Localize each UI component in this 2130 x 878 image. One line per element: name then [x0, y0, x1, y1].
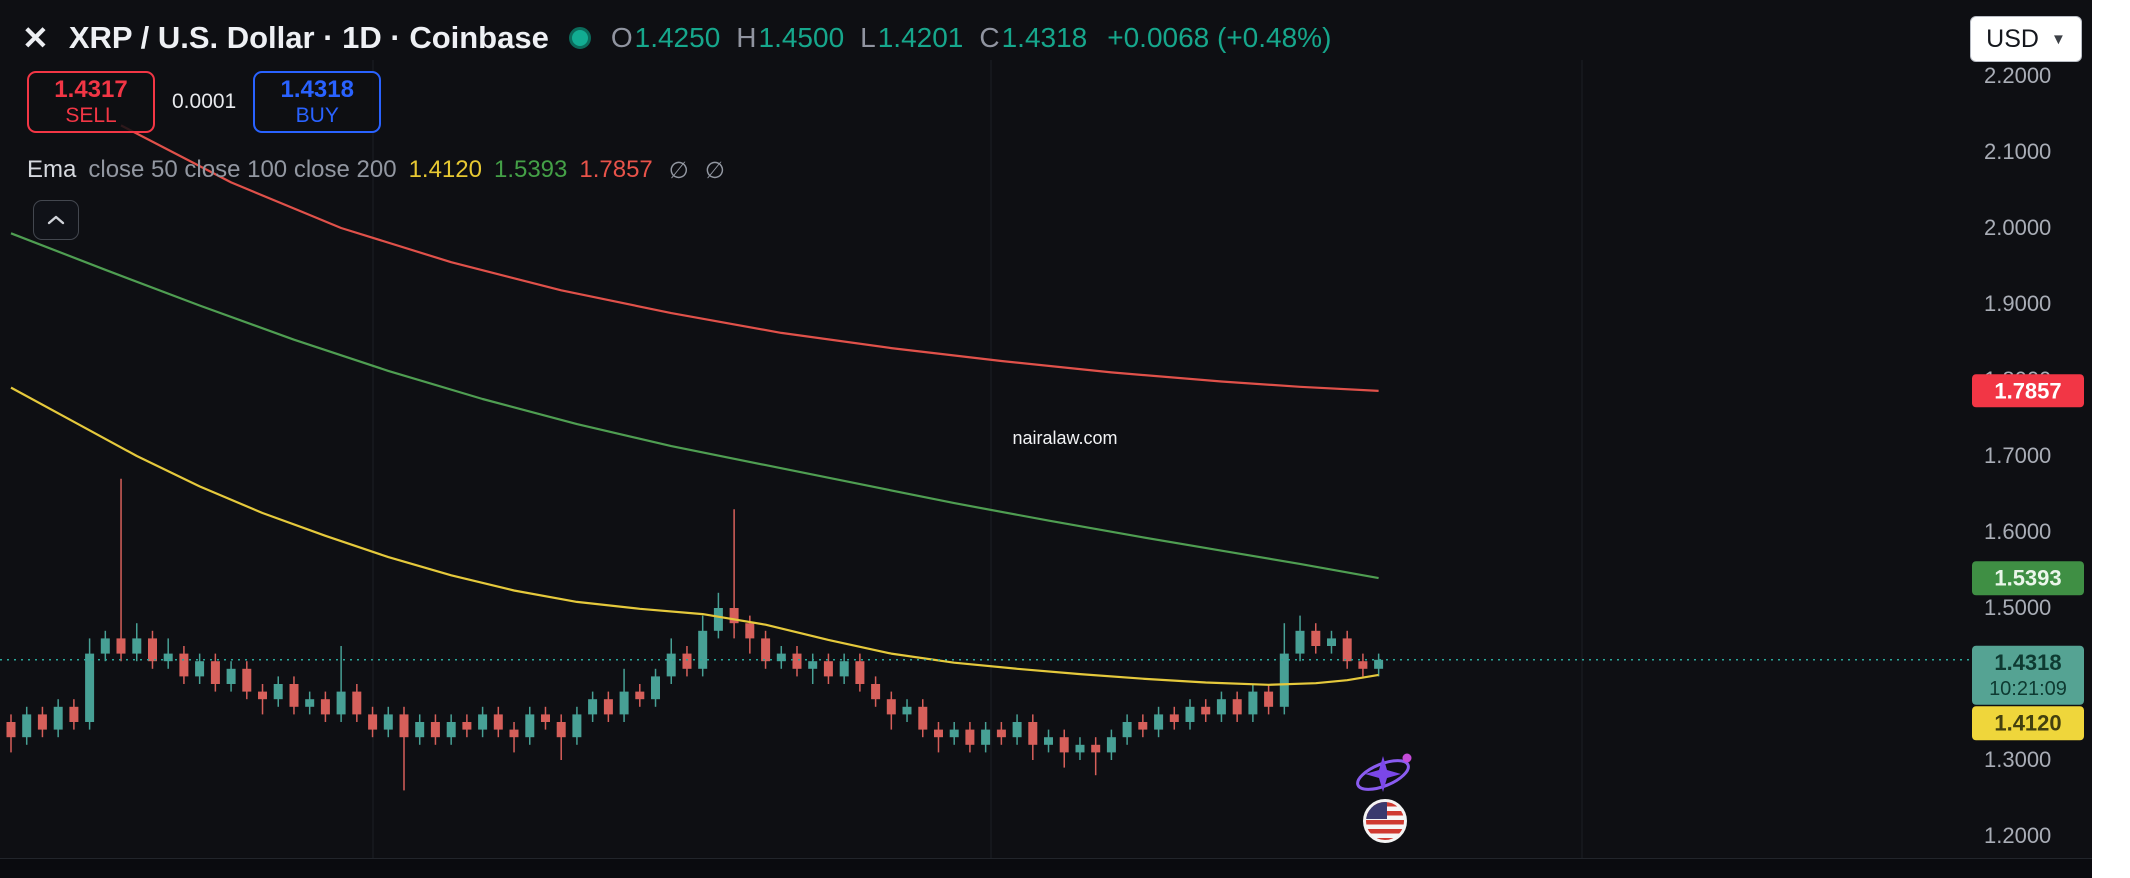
high-value: 1.4500 [758, 22, 845, 53]
current-price-label: 1.4318 10:21:09 [1972, 645, 2084, 705]
candlestick-chart[interactable] [0, 0, 2092, 858]
ema100-price-label: 1.5393 [1972, 561, 2084, 595]
ema100-value: 1.5393 [493, 156, 568, 183]
price-tick: 2.0000 [1984, 215, 2052, 240]
price-axis[interactable]: 2.20002.10002.00001.90001.80001.70001.60… [1970, 0, 2092, 858]
ema200-price-label: 1.7857 [1972, 374, 2084, 408]
indicator-params: close 50 close 100 close 200 [88, 156, 397, 183]
open-pair: O 1.4250 [611, 22, 720, 54]
price-tick: 2.1000 [1984, 139, 2052, 164]
open-value: 1.4250 [634, 22, 721, 53]
ema200-value: 1.7857 [579, 156, 653, 183]
empty-set-icon-2[interactable]: ∅ [704, 156, 725, 183]
close-icon[interactable]: ✕ [22, 20, 49, 56]
price-tick: 1.9000 [1984, 291, 2052, 316]
price-tick: 1.6000 [1984, 519, 2052, 544]
price-tick: 1.3000 [1984, 747, 2052, 772]
ai-sparkle-icon[interactable] [1352, 746, 1414, 802]
close-value: 1.4318 [1001, 22, 1088, 53]
close-pair: C 1.4318 [979, 22, 1087, 54]
ema50-value: 1.4120 [408, 156, 482, 183]
ema-indicator-legend: Ema close 50 close 100 close 200 1.4120 … [27, 156, 725, 184]
ema50-price-label: 1.4120 [1972, 706, 2084, 740]
order-panel: 1.4317 SELL 0.0001 1.4318 BUY [27, 71, 382, 133]
indicator-name: Ema [27, 156, 77, 183]
price-tick: 1.7000 [1984, 443, 2052, 468]
low-value: 1.4201 [877, 22, 964, 53]
us-flag-icon[interactable] [1363, 799, 1407, 843]
price-change: +0.0068 (+0.48%) [1107, 22, 1332, 53]
watermark-text: nairalaw.com [1012, 428, 1118, 448]
chart-header: ✕ XRP / U.S. Dollar · 1D · Coinbase O 1.… [0, 0, 1331, 76]
buy-button[interactable]: 1.4318 BUY [253, 71, 382, 133]
sell-button[interactable]: 1.4317 SELL [27, 71, 155, 133]
open-label: O [610, 22, 633, 53]
empty-set-icon-1[interactable]: ∅ [668, 156, 689, 183]
price-tick: 1.5000 [1984, 595, 2052, 620]
high-pair: H 1.4500 [736, 22, 844, 54]
ohlc-values: O 1.4250 H 1.4500 L 1.4201 C 1.4318 +0.0… [611, 22, 1332, 54]
currency-select-value: USD [1986, 24, 2039, 53]
scrollbar-strip[interactable] [2092, 0, 2130, 878]
low-pair: L 1.4201 [860, 22, 963, 54]
buy-label: BUY [295, 103, 339, 127]
time-axis[interactable] [0, 858, 2092, 878]
low-label: L [860, 22, 876, 53]
close-label: C [979, 22, 1000, 53]
chevron-up-icon [47, 215, 65, 225]
high-label: H [736, 22, 757, 53]
sell-label: SELL [65, 103, 117, 127]
collapse-panel-button[interactable] [33, 200, 79, 240]
symbol-title: XRP / U.S. Dollar · 1D · Coinbase [68, 20, 549, 55]
chevron-down-icon: ▼ [2050, 30, 2066, 48]
sell-price: 1.4317 [54, 76, 128, 104]
price-tick: 2.2000 [1984, 63, 2052, 88]
currency-select[interactable]: USD ▼ [1970, 16, 2082, 62]
market-status-icon[interactable] [568, 27, 591, 49]
spread-value: 0.0001 [172, 90, 237, 113]
price-tick: 1.2000 [1984, 823, 2052, 848]
buy-price: 1.4318 [280, 76, 354, 104]
